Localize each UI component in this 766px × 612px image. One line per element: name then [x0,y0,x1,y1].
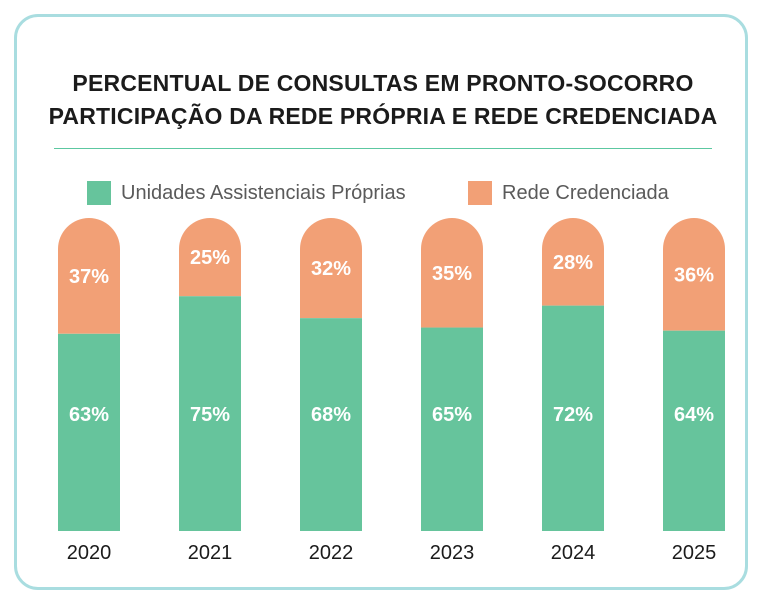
data-label-credenciada-2025: 36% [674,264,714,286]
bar-proprias-2023 [421,327,483,531]
data-label-proprias-2024: 72% [553,404,593,426]
bar-proprias-2025 [663,330,725,531]
data-label-proprias-2022: 68% [311,404,351,426]
chart-card [14,14,748,590]
x-tick-label-2024: 2024 [551,542,596,564]
data-label-proprias-2021: 75% [190,404,230,426]
title-divider [54,148,712,149]
x-tick-label-2020: 2020 [67,542,112,564]
x-tick-label-2025: 2025 [672,542,717,564]
data-label-credenciada-2024: 28% [553,252,593,274]
bar-credenciada-2022 [300,218,362,319]
data-label-credenciada-2023: 35% [432,263,472,285]
legend-swatch-credenciada [468,181,492,205]
data-label-proprias-2020: 63% [69,404,109,426]
bar-credenciada-2020 [58,218,120,334]
data-label-proprias-2023: 65% [432,404,472,426]
legend-swatch-proprias [87,181,111,205]
bar-credenciada-2024 [542,218,604,306]
legend-item-credenciada: Rede Credenciada [468,181,669,205]
chart-title: PERCENTUAL DE CONSULTAS EM PRONTO-SOCORR… [72,70,694,96]
legend-item-proprias: Unidades Assistenciais Próprias [87,181,406,205]
data-label-credenciada-2020: 37% [69,266,109,288]
data-label-credenciada-2021: 25% [190,247,230,269]
bar-credenciada-2025 [663,218,725,331]
data-label-credenciada-2022: 32% [311,258,351,280]
legend-label-credenciada: Rede Credenciada [502,181,669,204]
legend-label-proprias: Unidades Assistenciais Próprias [121,181,406,204]
bar-credenciada-2023 [421,218,483,328]
bar-credenciada-2021 [179,218,241,297]
bar-proprias-2021 [179,296,241,531]
chart-subtitle: PARTICIPAÇÃO DA REDE PRÓPRIA E REDE CRED… [48,103,718,129]
data-label-proprias-2025: 64% [674,404,714,426]
x-tick-label-2023: 2023 [430,542,475,564]
bar-proprias-2022 [300,318,362,531]
bar-proprias-2020 [58,333,120,531]
bar-proprias-2024 [542,305,604,531]
x-tick-label-2021: 2021 [188,542,233,564]
x-tick-label-2022: 2022 [309,542,354,564]
